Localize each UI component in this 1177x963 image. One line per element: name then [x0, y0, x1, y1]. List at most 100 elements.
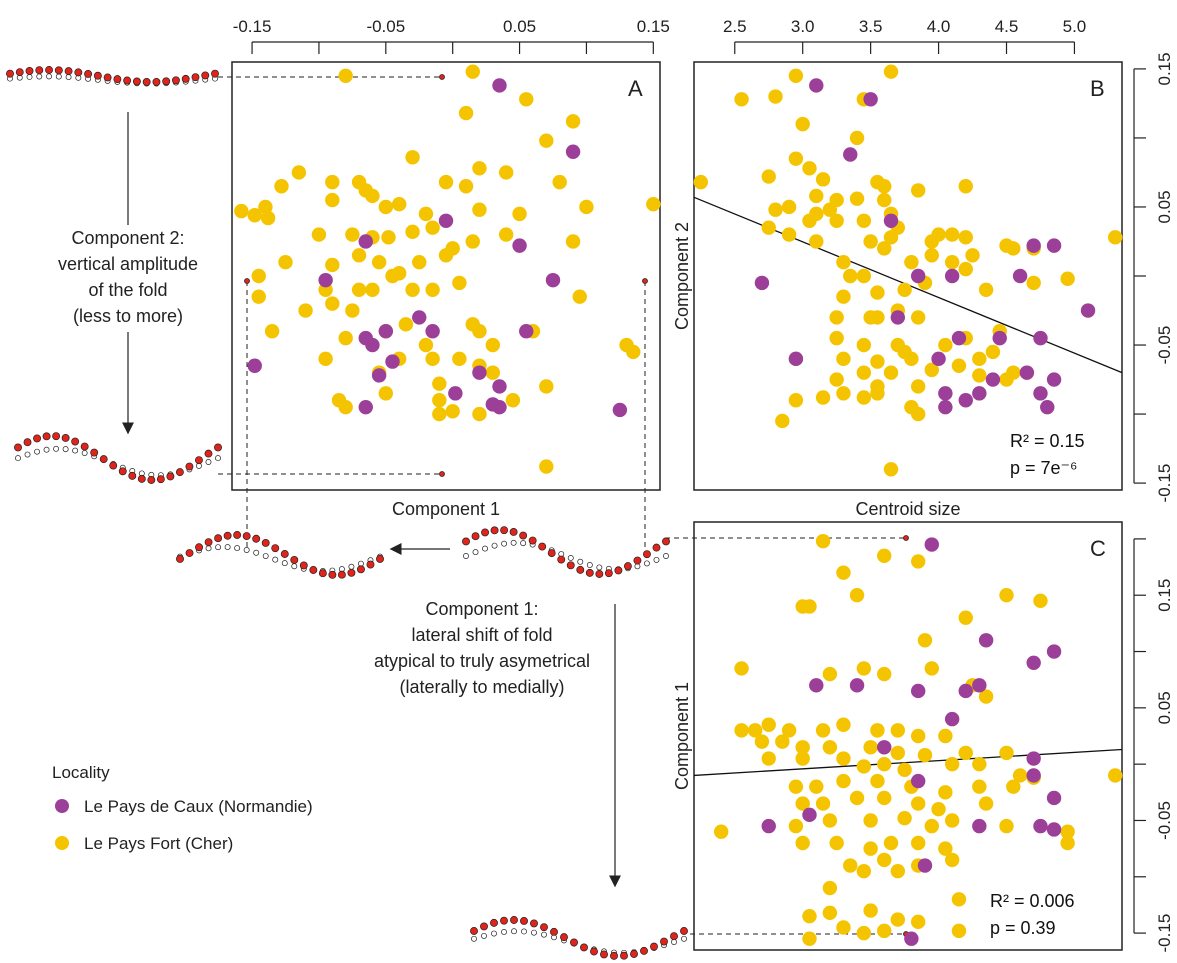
- point-fort: [890, 745, 906, 761]
- point-fort: [278, 254, 293, 270]
- panel-b-p: p = 7e⁻⁶: [1010, 458, 1077, 478]
- point-caux: [951, 330, 967, 346]
- landmark-shape: [650, 942, 658, 951]
- landmark-shape: [71, 437, 80, 446]
- landmark-reference: [501, 540, 508, 547]
- landmark-shape: [662, 537, 670, 546]
- point-fort: [910, 183, 926, 198]
- point-fort: [251, 289, 266, 304]
- point-fort: [843, 858, 858, 873]
- point-caux: [545, 272, 561, 288]
- point-fort: [951, 358, 967, 373]
- landmark-shape: [156, 475, 165, 484]
- point-caux: [910, 268, 926, 284]
- point-fort: [539, 459, 554, 474]
- point-caux: [412, 310, 427, 325]
- point-fort: [425, 282, 440, 298]
- point-fort: [788, 818, 804, 834]
- point-fort: [917, 633, 933, 648]
- point-fort: [931, 227, 946, 242]
- point-caux: [1026, 768, 1041, 783]
- point-fort: [863, 234, 878, 249]
- point-fort: [856, 863, 872, 879]
- landmark-shape: [604, 569, 613, 578]
- landmark-reference: [491, 542, 498, 549]
- panel-b-frame: [693, 61, 1123, 491]
- point-caux: [843, 147, 858, 162]
- point-caux: [1033, 818, 1048, 834]
- point-fort: [856, 337, 872, 353]
- point-fort: [378, 199, 394, 215]
- point-fort: [978, 796, 994, 811]
- point-fort: [445, 404, 460, 419]
- panel-b-r2: R² = 0.15: [1010, 431, 1085, 451]
- point-fort: [781, 199, 797, 215]
- landmark-shape: [23, 438, 32, 447]
- landmark-reference: [471, 935, 477, 942]
- landmark-reference: [634, 563, 641, 570]
- landmark-reference: [215, 455, 221, 462]
- point-fort: [822, 202, 838, 217]
- point-fort: [438, 174, 454, 190]
- panel-a-letter: A: [628, 76, 643, 101]
- point-caux: [358, 399, 373, 415]
- point-fort: [910, 914, 926, 930]
- point-caux: [863, 92, 878, 107]
- landmark-shape: [142, 78, 151, 86]
- landmark-reference: [491, 930, 497, 937]
- point-caux: [1080, 303, 1096, 318]
- point-fort: [795, 835, 810, 851]
- landmark-shape: [214, 534, 223, 543]
- landmark-shape: [500, 526, 509, 535]
- landmark-shape: [118, 467, 127, 476]
- panel-a-xlabel: Component 1: [392, 499, 500, 519]
- point-caux: [802, 807, 817, 823]
- point-caux: [1012, 268, 1028, 284]
- landmark-reference: [586, 562, 593, 568]
- point-fort: [890, 863, 906, 879]
- point-fort: [713, 824, 729, 839]
- legend-title: Locality: [52, 763, 110, 782]
- point-fort: [877, 241, 892, 256]
- point-fort: [890, 912, 906, 927]
- landmark-reference: [65, 74, 72, 81]
- landmark-reference: [520, 540, 527, 547]
- point-fort: [338, 399, 353, 415]
- point-fort: [465, 64, 480, 79]
- landmark-shape: [45, 66, 53, 74]
- point-caux: [1046, 790, 1062, 806]
- point-fort: [924, 248, 939, 263]
- legend-label-fort: Le Pays Fort (Cher): [84, 834, 233, 853]
- point-fort: [565, 234, 581, 249]
- point-fort: [385, 268, 400, 284]
- point-fort: [452, 275, 467, 291]
- landmark-shape: [590, 947, 598, 956]
- point-caux: [944, 268, 960, 284]
- point-caux: [1046, 372, 1062, 387]
- landmark-reference: [272, 556, 279, 563]
- landmark-shape: [623, 562, 632, 571]
- landmark-reference: [541, 931, 547, 938]
- point-fort: [809, 779, 824, 794]
- point-fort: [910, 796, 926, 811]
- panel-c-letter: C: [1090, 536, 1106, 561]
- panel-c-r2: R² = 0.006: [990, 891, 1075, 911]
- point-fort: [472, 406, 487, 422]
- x-tick-label: 0.05: [503, 17, 536, 36]
- point-fort: [890, 723, 906, 738]
- point-caux: [612, 402, 628, 418]
- landmark-reference: [253, 549, 260, 556]
- landmark-shape: [519, 531, 528, 540]
- landmark-shape: [185, 462, 194, 471]
- landmark-shape: [376, 555, 384, 563]
- landmark-shape: [214, 443, 222, 452]
- landmark-reference: [215, 544, 222, 551]
- point-fort: [883, 64, 899, 79]
- point-fort: [856, 661, 872, 676]
- x-tick-label: 5.0: [1063, 17, 1087, 36]
- point-fort: [572, 289, 587, 304]
- landmark-shape: [570, 938, 578, 947]
- point-caux: [425, 324, 440, 339]
- point-fort: [815, 723, 831, 738]
- component1-line-4: (laterally to medially): [399, 677, 564, 697]
